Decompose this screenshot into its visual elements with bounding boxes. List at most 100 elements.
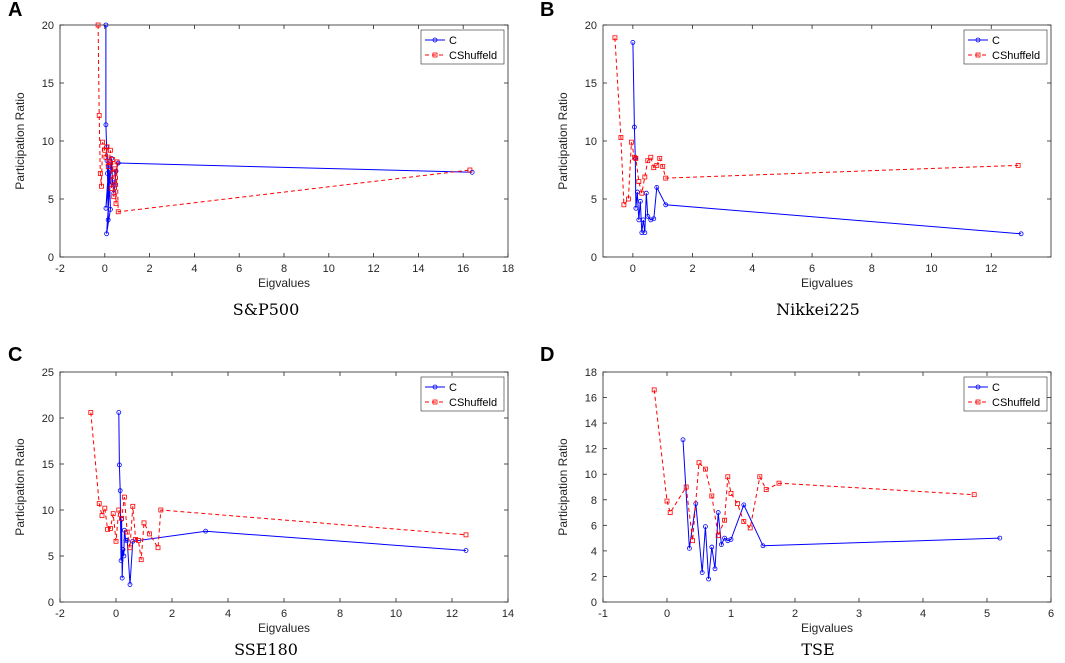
data-point-cshuffeld bbox=[463, 532, 469, 538]
data-point-c bbox=[640, 217, 646, 223]
data-point-c bbox=[643, 190, 649, 196]
y-tick-label: 20 bbox=[42, 20, 54, 32]
data-point-cshuffeld bbox=[88, 410, 94, 415]
legend-marker-circle bbox=[975, 37, 981, 43]
data-point-c bbox=[118, 558, 124, 563]
data-point-c bbox=[642, 230, 648, 236]
data-point-cshuffeld bbox=[113, 201, 119, 207]
data-point-c bbox=[728, 536, 734, 542]
data-point-cshuffeld bbox=[654, 162, 660, 168]
data-point-cshuffeld bbox=[633, 155, 639, 161]
data-point-cshuffeld bbox=[122, 494, 127, 500]
data-point-cshuffeld bbox=[628, 139, 634, 145]
data-point-c bbox=[463, 548, 469, 553]
x-tick-label: 0 bbox=[102, 263, 108, 275]
x-tick-label: 14 bbox=[412, 263, 424, 275]
data-point-c bbox=[648, 217, 654, 223]
y-tick-label: 15 bbox=[585, 78, 597, 90]
y-tick-label: 10 bbox=[42, 136, 54, 148]
y-tick-label: 0 bbox=[591, 252, 597, 264]
y-tick-label: 5 bbox=[591, 194, 597, 206]
legend-marker-circle bbox=[975, 384, 981, 390]
data-point-cshuffeld bbox=[657, 155, 663, 161]
data-point-c bbox=[106, 167, 112, 173]
legend-marker-square bbox=[432, 399, 438, 405]
data-point-c bbox=[687, 545, 692, 551]
x-tick-label: 4 bbox=[920, 608, 926, 620]
data-point-c bbox=[703, 524, 708, 530]
data-point-cshuffeld bbox=[100, 139, 105, 145]
data-point-c bbox=[103, 22, 109, 28]
series-line-c bbox=[632, 42, 1022, 235]
series-line-cshuffeld bbox=[653, 389, 975, 541]
y-axis-label: Participation Ratio bbox=[556, 92, 570, 190]
y-tick-label: 4 bbox=[591, 546, 597, 558]
x-tick-label: 3 bbox=[856, 608, 862, 620]
legend: C CShuffeld bbox=[420, 376, 505, 412]
data-point-cshuffeld bbox=[639, 190, 645, 196]
legend-box bbox=[420, 29, 505, 65]
legend-label: C bbox=[449, 382, 457, 394]
data-point-c bbox=[631, 124, 637, 130]
y-tick-label: 5 bbox=[48, 551, 54, 563]
legend-label: CShuffeld bbox=[449, 50, 497, 62]
series-line-cshuffeld bbox=[90, 412, 467, 560]
data-point-cshuffeld bbox=[741, 519, 747, 524]
data-point-cshuffeld bbox=[115, 209, 121, 215]
y-axis-label: Participation Ratio bbox=[13, 438, 27, 536]
x-tick-label: 2 bbox=[169, 608, 175, 620]
x-tick-label: -2 bbox=[55, 608, 65, 620]
x-tick-label: 14 bbox=[502, 608, 514, 620]
x-tick-label: 2 bbox=[792, 608, 798, 620]
chart-panel-d: D-1 0 1 2 3 4 5 6024681012141618EigvaluesPartic… bbox=[540, 344, 1054, 659]
data-point-c bbox=[123, 537, 129, 543]
data-point-cshuffeld bbox=[696, 460, 702, 466]
data-point-cshuffeld bbox=[113, 538, 119, 544]
data-point-cshuffeld bbox=[110, 511, 116, 517]
data-point-cshuffeld bbox=[105, 164, 111, 169]
x-tick-label: 2 bbox=[690, 263, 696, 275]
y-tick-label: 5 bbox=[48, 194, 54, 206]
panel-letter: B bbox=[540, 0, 554, 21]
data-point-c bbox=[103, 122, 109, 128]
x-tick-label: 10 bbox=[323, 263, 335, 275]
legend-marker-square bbox=[975, 52, 981, 58]
data-point-c bbox=[651, 216, 657, 222]
data-point-cshuffeld bbox=[105, 526, 110, 532]
data-point-cshuffeld bbox=[130, 503, 136, 509]
data-point-c bbox=[121, 553, 127, 559]
x-tick-label: 0 bbox=[113, 608, 119, 620]
data-point-c bbox=[706, 576, 711, 582]
data-point-c bbox=[715, 510, 721, 515]
x-axis-label: Eigvalues bbox=[801, 621, 853, 635]
x-tick-label: 1 bbox=[728, 608, 734, 620]
legend-box bbox=[963, 29, 1048, 65]
legend-marker-square bbox=[432, 52, 438, 58]
data-point-c bbox=[997, 535, 1003, 541]
data-point-c bbox=[639, 230, 645, 236]
data-point-cshuffeld bbox=[116, 507, 122, 513]
data-point-cshuffeld bbox=[114, 159, 120, 165]
x-tick-label: -2 bbox=[55, 263, 65, 275]
y-tick-label: 12 bbox=[585, 444, 597, 456]
data-point-cshuffeld bbox=[709, 493, 715, 499]
y-tick-label: 25 bbox=[42, 367, 54, 379]
series-line-cshuffeld bbox=[97, 24, 470, 213]
y-tick-label: 10 bbox=[585, 469, 597, 481]
data-point-cshuffeld bbox=[110, 157, 116, 162]
data-point-cshuffeld bbox=[108, 526, 113, 531]
data-point-c bbox=[117, 488, 123, 494]
data-point-cshuffeld bbox=[99, 513, 105, 518]
data-point-c bbox=[636, 217, 642, 223]
y-tick-label: 2 bbox=[591, 571, 597, 583]
x-tick-label: -1 bbox=[598, 608, 608, 620]
data-point-c bbox=[719, 542, 724, 547]
data-point-c bbox=[645, 213, 651, 219]
chart-caption: TSE bbox=[801, 640, 834, 659]
data-point-c bbox=[105, 217, 111, 223]
x-axis-label: Eigvalues bbox=[258, 276, 310, 290]
data-point-c bbox=[103, 205, 109, 211]
chart-panel-b: B 0 2 4 6 8 10 12 0 5 10 15 20 Eigvalues Participation… bbox=[540, 0, 1052, 319]
x-tick-label: 16 bbox=[457, 263, 469, 275]
data-point-cshuffeld bbox=[725, 474, 731, 480]
